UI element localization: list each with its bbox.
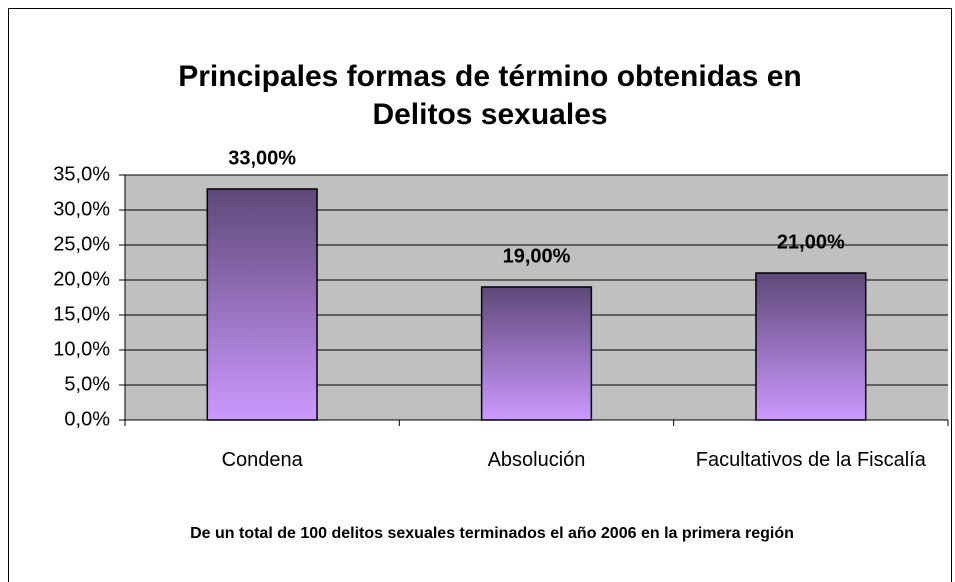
data-label: 19,00% [503,245,571,267]
x-tick-label: Facultativos de la Fiscalía [695,449,926,471]
y-tick-label: 5,0% [64,373,110,395]
data-label: 33,00% [228,147,296,169]
y-tick-label: 20,0% [53,268,110,290]
y-tick-label: 15,0% [53,303,110,325]
x-tick-label: Absolución [487,449,586,471]
annotation: De un total de 100 delitos sexuales term… [190,525,794,542]
chart-frame [8,8,952,582]
bar [755,272,867,421]
data-label: 21,00% [777,231,845,253]
x-tick-label: Condena [221,449,303,471]
chart-title: Principales formas de término obtenidas … [178,60,802,131]
y-tick-label: 35,0% [53,163,110,185]
y-tick-label: 25,0% [53,233,110,255]
bar [480,286,593,421]
bar [206,188,318,421]
y-tick-label: 0,0% [64,408,110,430]
y-tick-label: 30,0% [53,198,110,220]
y-tick-label: 10,0% [53,338,110,360]
